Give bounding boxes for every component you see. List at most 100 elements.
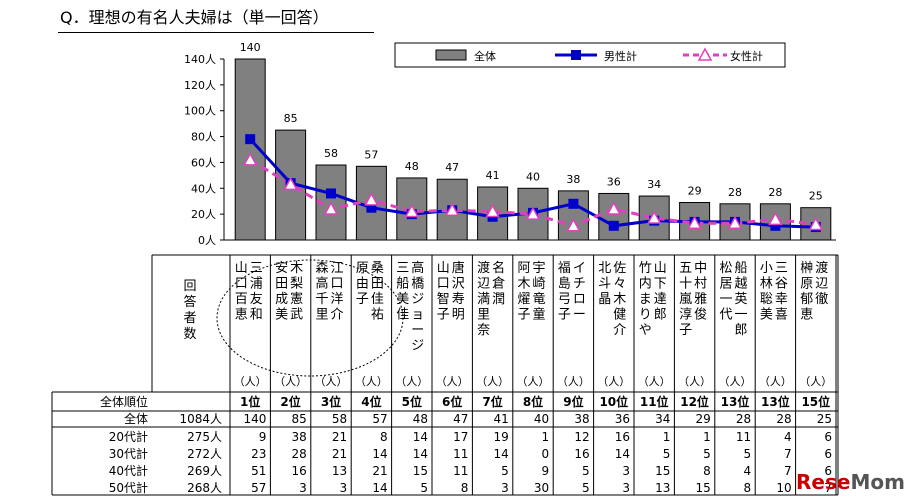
name-char: 嵐: [679, 292, 692, 307]
name-char: 沢: [452, 277, 465, 292]
row-cell: 12: [574, 430, 589, 444]
name-char: 林: [760, 277, 773, 292]
y-tick-label: 40人: [191, 182, 216, 195]
row-cell: 16: [292, 464, 307, 478]
y-tick-label: 60人: [191, 156, 216, 169]
name-char: 桑: [371, 261, 384, 276]
name-char: 郁: [800, 292, 813, 307]
row-cell: 3: [622, 464, 630, 478]
row-cell: 14: [615, 447, 630, 461]
row-cell: 17: [453, 430, 468, 444]
name-char: 口: [437, 277, 450, 292]
row-cell: 41: [494, 412, 509, 426]
unit-label: （人）: [557, 375, 590, 388]
row-cell: 3: [340, 481, 348, 495]
name-char: 三: [396, 261, 409, 276]
name-char: 谷: [775, 277, 788, 292]
row-cell: 21: [372, 464, 387, 478]
name-char: ま: [639, 292, 652, 307]
name-char: 三: [775, 261, 788, 276]
row-cell: 9: [259, 430, 267, 444]
row-cell: 11: [453, 464, 468, 478]
row-cell: 5: [582, 481, 590, 495]
row-cell: 21: [332, 430, 347, 444]
bar-value-label: 40: [526, 170, 540, 183]
name-char: チ: [573, 277, 586, 292]
row-cell: 34: [655, 412, 670, 426]
row-cell: 23: [251, 447, 266, 461]
row-cell: 40: [534, 412, 549, 426]
name-char: 唐: [452, 260, 465, 276]
female-point: [727, 215, 743, 229]
rank-row-label: 全体順位: [100, 394, 148, 409]
row-cell: 28: [292, 447, 307, 461]
row-cell: 19: [494, 430, 509, 444]
rank-cell: 13位: [761, 394, 790, 409]
name-char: ジ: [411, 339, 424, 354]
name-char: 寿: [452, 292, 465, 307]
row-cell: 14: [494, 447, 509, 461]
name-char: 和: [250, 308, 263, 323]
row-cell: 6: [824, 464, 832, 478]
name-char: や: [639, 323, 652, 338]
row-cell: 25: [817, 412, 832, 426]
unit-label: （人）: [719, 375, 752, 388]
name-char: 三: [250, 261, 263, 276]
name-char: 代: [719, 308, 732, 323]
name-char: 子: [356, 292, 369, 307]
female-point: [242, 152, 258, 166]
name-char: 木: [613, 292, 626, 307]
row-cell: 8: [380, 430, 388, 444]
header-label-char: 回: [183, 279, 196, 294]
female-point: [283, 176, 298, 191]
row-cell: 5: [420, 481, 428, 495]
row-cell: 3: [299, 481, 307, 495]
row-cell: 7: [824, 481, 832, 495]
row-cell: 36: [615, 412, 630, 426]
name-char: 原: [800, 277, 813, 292]
row-cell: 4: [784, 430, 792, 444]
name-char: 口: [330, 277, 343, 292]
name-char: 小: [760, 261, 773, 276]
resemom-logo: ReseMom: [796, 470, 905, 494]
name-char: 越: [734, 277, 747, 292]
name-char: 村: [694, 277, 707, 292]
name-char: 憲: [290, 291, 303, 307]
name-char: 英: [734, 292, 747, 307]
name-char: 福: [558, 261, 571, 276]
name-char: 内: [639, 276, 652, 292]
female-point: [646, 210, 662, 224]
name-char: 下: [654, 277, 667, 292]
y-tick-label: 0人: [198, 234, 216, 247]
name-char: 喜: [775, 308, 788, 323]
name-char: 佐: [613, 261, 626, 276]
name-char: 恵: [235, 308, 248, 323]
legend-label-female: 女性計: [730, 49, 763, 63]
name-char: 介: [613, 323, 626, 338]
unit-label: （人）: [799, 375, 832, 388]
unit-label: （人）: [315, 375, 348, 388]
name-char: 高: [315, 276, 328, 292]
row-cell: 0: [542, 447, 550, 461]
row-cell: 15: [413, 464, 428, 478]
row-cell: 38: [574, 412, 589, 426]
y-tick-label: 100人: [184, 105, 216, 118]
row-label: 40代計: [109, 463, 148, 478]
unit-label: （人）: [355, 375, 388, 388]
name-char: 竹: [639, 261, 652, 276]
row-cell: 29: [696, 412, 711, 426]
bar-value-label: 28: [728, 186, 742, 199]
name-char: 五: [679, 261, 692, 276]
name-char: 口: [235, 277, 248, 292]
name-char: 郎: [734, 323, 747, 338]
male-point: [770, 220, 781, 231]
row-cell: 5: [663, 447, 671, 461]
rank-cell: 4位: [361, 394, 381, 409]
title-underline: [58, 32, 374, 33]
name-char: 山: [437, 261, 450, 276]
row-cell: 16: [574, 447, 589, 461]
legend-marker-female: [697, 47, 713, 61]
row-cell: 4: [744, 464, 752, 478]
female-point: [525, 206, 541, 220]
row-cell: 47: [453, 412, 468, 426]
